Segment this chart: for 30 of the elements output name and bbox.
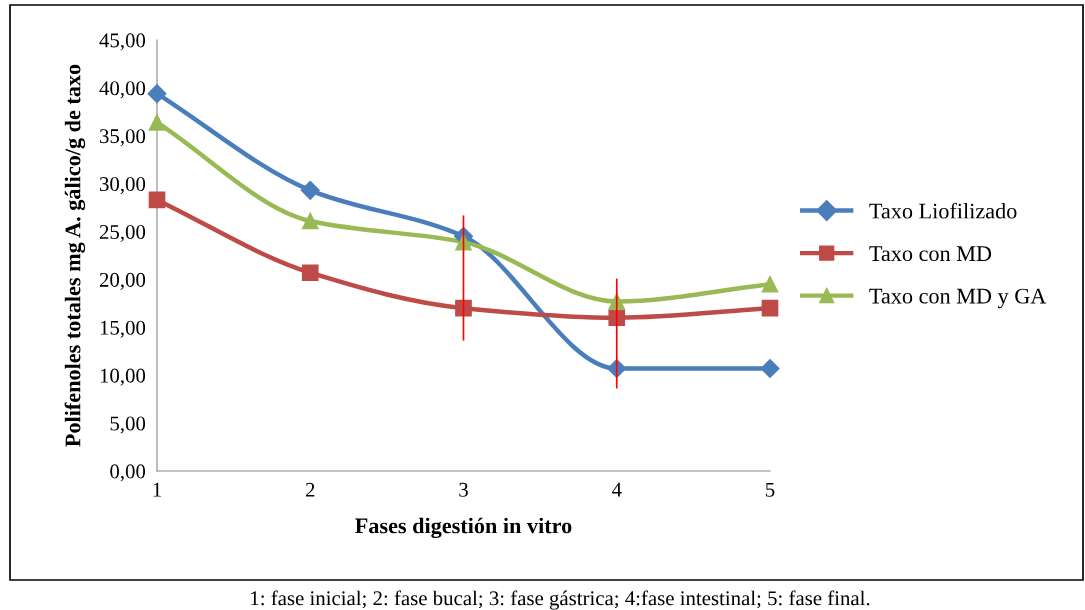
y-axis-title: Polifenoles totales mg A. gálico/g de taxo <box>64 64 86 447</box>
y-tick-label: 35,00 <box>100 129 146 147</box>
y-tick-label: 0,00 <box>110 464 146 482</box>
legend-label: Taxo con MD y GA <box>869 288 1047 309</box>
x-tick-label: 3 <box>459 482 468 497</box>
x-tick-label: 2 <box>305 482 315 497</box>
point <box>301 264 319 282</box>
legend-label: Taxo con MD <box>869 246 992 262</box>
y-tick-label: 10,00 <box>100 368 146 386</box>
point <box>148 114 166 131</box>
x-tick-label: 5 <box>766 482 775 497</box>
y-tick-label: 20,00 <box>99 272 146 290</box>
y-tick-label: 15,00 <box>100 320 146 338</box>
point <box>761 275 779 293</box>
y-tick-label: 5,00 <box>110 416 146 434</box>
point <box>301 212 319 230</box>
y-tick-label: 30,00 <box>100 177 146 195</box>
x-tick-label: 4 <box>611 482 622 497</box>
text: 1: fase inicial; 2: fase bucal; 3: fase gástrica; 4:fase intestinal; 5: fase final. <box>251 590 870 610</box>
point <box>300 180 320 200</box>
x-axis-title: Fases digestión in vitro <box>355 517 572 539</box>
point <box>760 358 780 379</box>
y-tick-label: 40,00 <box>99 81 146 99</box>
point <box>761 299 779 317</box>
legend-label: Taxo Liofilizado <box>869 202 1017 219</box>
y-tick-label: 25,00 <box>99 224 146 242</box>
point <box>148 191 166 209</box>
point <box>147 84 167 104</box>
x-tick-label: 1 <box>153 482 161 497</box>
y-tick-label: 45,00 <box>99 33 146 51</box>
